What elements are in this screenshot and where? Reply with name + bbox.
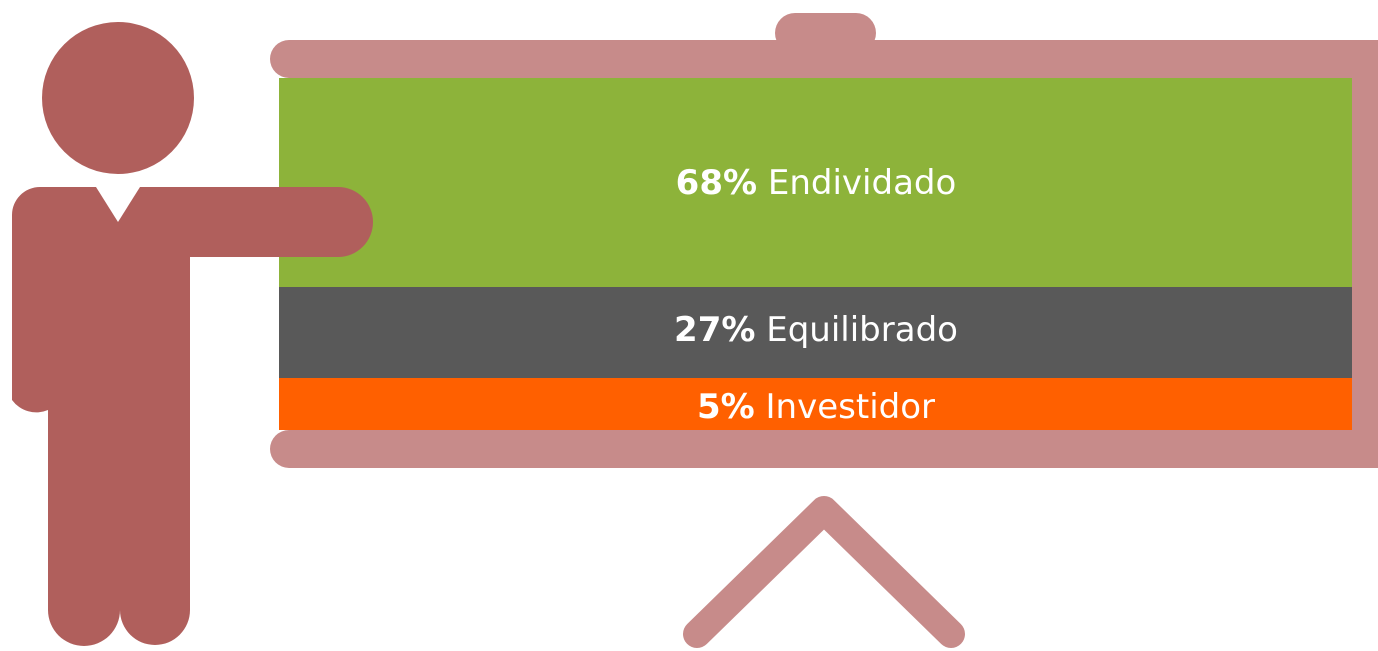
segment-text: 68% Endividado: [676, 163, 957, 203]
segment-band: [279, 287, 1352, 378]
segment-band: [279, 378, 1352, 430]
segment-percent: 27%: [674, 310, 755, 350]
presenter: [12, 22, 373, 646]
segment-percent: 5%: [697, 387, 755, 427]
presenter-body: [12, 187, 373, 646]
segment-label: Endividado: [768, 163, 956, 203]
board-stand: [683, 496, 965, 648]
segment-text: 27% Equilibrado: [674, 310, 958, 350]
segment-label: Investidor: [766, 387, 935, 427]
segment-percent: 68%: [676, 163, 757, 203]
presenter-head: [42, 22, 194, 174]
board-top-bar: [270, 40, 1378, 78]
segment-label: Equilibrado: [766, 310, 958, 350]
board-bottom-bar: [270, 430, 1378, 468]
presenter-collar: [96, 187, 140, 222]
board-segments: 68% Endividado 27% Equilibrado 5% Investid…: [279, 78, 1352, 430]
segment-band: [279, 78, 1352, 287]
segment-text: 5% Investidor: [697, 387, 935, 427]
